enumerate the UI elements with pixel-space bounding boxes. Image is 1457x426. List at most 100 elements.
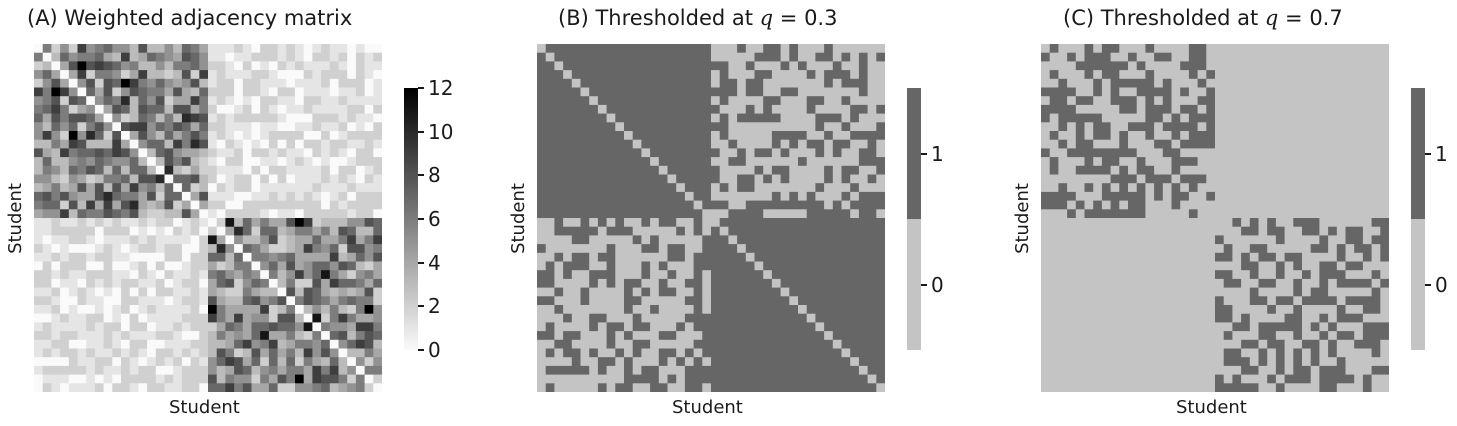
heatmap-c-cell [1049,122,1059,132]
heatmap-b-cell [771,218,781,228]
heatmap-c-cell [1171,270,1181,280]
heatmap-c-cell [1354,278,1364,288]
heatmap-b-cell [597,218,607,228]
heatmap-a-cell [216,226,226,236]
heatmap-c-cell [1267,261,1277,271]
heatmap-a-cell [329,139,339,149]
heatmap-b-cell [554,139,564,149]
heatmap-b-cell [597,322,607,332]
heatmap-b-cell [693,104,703,114]
heatmap-a-cell [216,322,226,332]
heatmap-c-cell [1380,174,1389,184]
heatmap-b-cell [806,87,816,97]
heatmap-a-cell [199,313,209,323]
heatmap-c-cell [1258,244,1268,254]
heatmap-a-cell [208,122,218,132]
heatmap-a-cell [173,278,183,288]
heatmap-b-cell [737,131,747,141]
heatmap-c-cell [1328,131,1338,141]
heatmap-a-cell [164,235,174,245]
heatmap-a-cell [173,174,183,184]
heatmap-b-cell [711,235,721,245]
heatmap-c-cell [1319,218,1329,228]
heatmap-b-cell [658,287,668,297]
heatmap-b-cell [571,157,581,167]
heatmap-b-cell [615,244,625,254]
heatmap-b-cell [702,296,712,306]
heatmap-a-cell [312,313,322,323]
heatmap-c-cell [1067,87,1077,97]
heatmap-a-cell [164,122,174,132]
heatmap-a-cell [129,148,139,158]
heatmap-b-cell [789,148,799,158]
heatmap-b-cell [876,270,885,280]
heatmap-c-cell [1362,218,1372,228]
heatmap-c-cell [1258,157,1268,167]
heatmap-a-cell [286,261,296,271]
heatmap-b-cell [815,44,825,54]
heatmap-a-cell [68,270,78,280]
heatmap-a-cell [242,357,252,367]
heatmap-b-cell [684,331,694,341]
heatmap-c-cell [1310,218,1320,228]
heatmap-b-cell [745,191,755,201]
heatmap-c-cell [1319,44,1329,54]
heatmap-b-cell [815,200,825,210]
colorbar-b-tickmark [921,283,927,286]
heatmap-b-cell [684,357,694,367]
heatmap-a-cell [251,331,261,341]
heatmap-b-cell [702,78,712,88]
heatmap-c-cell [1188,252,1198,262]
heatmap-a-cell [338,296,348,306]
heatmap-a-cell [94,200,104,210]
heatmap-b-cell [641,113,651,123]
heatmap-c-cell [1093,261,1103,271]
heatmap-a-cell [164,218,174,228]
heatmap-a-cell [181,148,191,158]
heatmap-b-cell [684,70,694,80]
heatmap-b-cell [832,374,842,384]
heatmap-b-cell [798,313,808,323]
heatmap-b-cell [789,139,799,149]
heatmap-c-cell [1310,96,1320,106]
heatmap-c-cell [1275,305,1285,315]
heatmap-c-cell [1223,226,1233,236]
heatmap-c-cell [1336,270,1346,280]
heatmap-b-cell [719,96,729,106]
heatmap-c-cell [1215,278,1225,288]
heatmap-c-cell [1241,348,1251,358]
heatmap-a-cell [103,226,113,236]
heatmap-b-cell [824,278,834,288]
heatmap-a-cell [260,157,270,167]
heatmap-b-cell [615,61,625,71]
heatmap-b-cell [771,348,781,358]
heatmap-a-cell [155,70,165,80]
heatmap-a-cell [34,96,44,106]
heatmap-c-cell [1328,70,1338,80]
heatmap-c-cell [1206,331,1216,341]
heatmap-c-cell [1302,157,1312,167]
heatmap-a-cell [295,348,305,358]
heatmap-c-cell [1110,157,1120,167]
heatmap-b-cell [789,113,799,123]
heatmap-c-cell [1128,357,1138,367]
heatmap-c-cell [1101,313,1111,323]
heatmap-c-cell [1302,200,1312,210]
heatmap-c-cell [1328,61,1338,71]
heatmap-c-cell [1171,287,1181,297]
heatmap-a-cell [329,278,339,288]
heatmap-b-cell [798,331,808,341]
heatmap-c-cell [1162,322,1172,332]
heatmap-c-cell [1128,209,1138,219]
heatmap-a-cell [225,235,235,245]
heatmap-a-cell [321,322,331,332]
heatmap-c-cell [1075,357,1085,367]
heatmap-c-cell [1293,348,1303,358]
heatmap-b-cell [728,365,738,375]
heatmap-b [537,44,885,392]
colorbar-b [907,88,921,350]
heatmap-b-cell [702,183,712,193]
heatmap-a-cell [173,148,183,158]
heatmap-c-cell [1284,113,1294,123]
heatmap-b-cell [728,96,738,106]
